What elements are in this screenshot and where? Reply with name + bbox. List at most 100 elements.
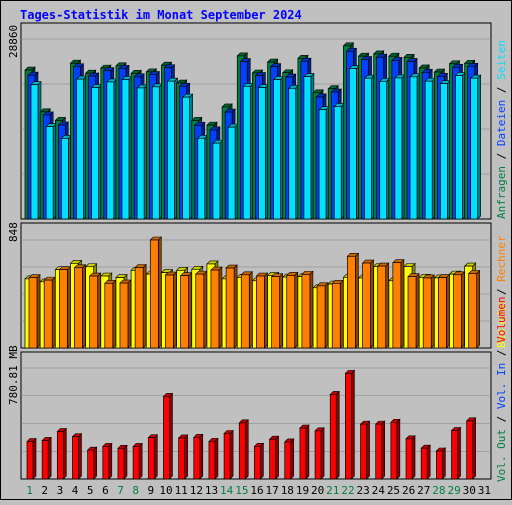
bar-visits-rechner-day-10 — [164, 271, 178, 349]
x-tick-label: 20 — [311, 484, 324, 497]
bar-requests-seiten-day-13-front — [212, 142, 221, 220]
bar-visits-rechner-day-23-side — [370, 259, 374, 349]
x-tick-label: 18 — [281, 484, 294, 497]
bar-visits-rechner-day-24-side — [385, 262, 390, 349]
bar-volume-volumen-day-5-front — [87, 449, 94, 480]
bar-volume-volumen-day-21 — [329, 390, 340, 480]
bar-visits-rechner-day-6-side — [112, 279, 117, 349]
bar-volume-volumen-day-26 — [405, 435, 416, 480]
bar-visits-rechner-day-22-front — [347, 255, 356, 349]
bar-requests-seiten-day-23-front — [364, 77, 372, 220]
bar-visits-rechner-day-5-front — [89, 275, 98, 349]
bar-volume-volumen-day-13-front — [208, 441, 216, 480]
y-axis-labels: 28860 848 780.81 MB — [7, 25, 20, 405]
bar-visits-rechner-day-1-front — [28, 277, 38, 349]
legend-entry: Vol. Out — [495, 429, 508, 482]
bar-requests-seiten-day-2-front — [45, 126, 54, 220]
bar-requests-seiten-day-6 — [106, 78, 118, 220]
bar-visits-rechner-day-8-side — [142, 263, 147, 349]
bar-requests-seiten-day-8-front — [136, 87, 145, 220]
bar-volume-volumen-day-24-side — [381, 420, 386, 480]
x-tick-label: 4 — [72, 484, 79, 497]
legend-entry: Vol. In — [495, 363, 508, 409]
bar-volume-volumen-day-11 — [177, 434, 189, 480]
bar-visits-rechner-day-26-front — [407, 276, 417, 349]
legend-entry: Volumen — [495, 297, 508, 343]
bar-volume-volumen-day-23 — [359, 420, 371, 480]
bar-volume-volumen-day-3-side — [63, 427, 67, 480]
bar-visits-rechner-day-8-front — [134, 267, 144, 349]
bar-visits-rechner-day-22 — [346, 252, 360, 349]
panel-volume — [20, 351, 492, 480]
bar-visits-rechner-day-17-side — [279, 272, 283, 349]
bar-requests-seiten-day-18-front — [288, 87, 297, 220]
bar-volume-volumen-day-19-side — [305, 424, 310, 480]
bar-volume-volumen-day-7 — [117, 444, 128, 480]
bar-requests-seiten-day-10-front — [167, 80, 175, 220]
bar-volume-volumen-day-21-front — [329, 394, 337, 480]
bar-visits-rechner-day-29-side — [461, 271, 465, 349]
bar-requests-seiten-day-16-front — [258, 87, 266, 220]
bar-volume-volumen-day-1-side — [32, 437, 37, 480]
bar-requests-seiten-day-6-front — [106, 81, 115, 220]
bar-visits-rechner-day-7 — [119, 279, 132, 349]
legend: Anfragen / Dateien / Seiten Besuche / Rec… — [495, 40, 508, 482]
x-tick-label: 6 — [102, 484, 109, 497]
bar-requests-seiten-day-3-front — [60, 138, 69, 220]
bar-visits-rechner-day-18-side — [294, 271, 299, 349]
bar-visits-rechner-day-7-side — [127, 279, 132, 349]
bar-visits-rechner-day-24-front — [377, 265, 387, 349]
bar-requests-seiten-day-3 — [60, 134, 73, 220]
bar-visits-rechner-day-3-front — [58, 269, 68, 349]
bar-volume-volumen-day-8 — [132, 442, 143, 480]
bar-requests-seiten-day-22-front — [349, 68, 357, 220]
bar-volume-volumen-day-28-front — [436, 450, 443, 480]
bar-visits-rechner-day-27-front — [422, 277, 432, 349]
bar-visits-rechner-day-13-front — [210, 269, 220, 349]
bar-visits-rechner-day-14-front — [225, 267, 235, 349]
bar-visits-rechner-day-16-front — [256, 275, 265, 349]
bar-visits-rechner-day-12-side — [203, 270, 208, 349]
bar-volume-volumen-day-18-front — [284, 441, 292, 480]
bar-volume-volumen-day-6-front — [102, 446, 110, 480]
bar-visits-rechner-day-15 — [240, 271, 253, 349]
legend-entry: Rechner — [495, 235, 508, 282]
bar-visits-rechner-day-15-front — [240, 274, 250, 349]
bar-volume-volumen-day-22-side — [351, 369, 355, 480]
bar-requests-seiten-day-29 — [454, 71, 467, 220]
bar-volume-volumen-day-9-front — [147, 437, 155, 480]
bar-requests-seiten-day-21 — [333, 102, 345, 220]
bar-visits-rechner-day-28 — [437, 273, 451, 349]
legend-separator: / — [495, 80, 508, 100]
bar-volume-volumen-day-12-side — [199, 433, 204, 480]
bar-visits-rechner-day-21 — [331, 279, 344, 349]
bar-visits-rechner-day-27-side — [430, 274, 435, 349]
bar-requests-seiten-day-28 — [439, 79, 452, 220]
bar-volume-volumen-day-21-side — [335, 390, 340, 480]
bar-visits-rechner-day-25-front — [392, 262, 402, 349]
bar-visits-rechner-day-26-side — [415, 272, 420, 349]
x-tick-label: 28 — [432, 484, 445, 497]
bar-volume-volumen-day-14-side — [229, 429, 234, 480]
x-tick-label: 29 — [447, 484, 460, 497]
x-tick-label: 22 — [341, 484, 354, 497]
legend-requests: Anfragen / Dateien / Seiten — [495, 40, 508, 219]
bar-visits-rechner-day-29-front — [453, 274, 462, 349]
bar-visits-rechner-day-5-side — [97, 272, 101, 349]
bar-volume-volumen-day-30 — [465, 417, 477, 480]
bar-volume-volumen-day-1 — [26, 437, 37, 480]
bar-visits-rechner-day-20-side — [324, 282, 329, 349]
bar-volume-volumen-day-28-side — [442, 447, 446, 480]
x-tick-label: 8 — [132, 484, 139, 497]
bar-visits-rechner-day-21-side — [339, 279, 344, 349]
bar-volume-volumen-day-12 — [193, 433, 204, 480]
bar-visits-rechner-day-11 — [179, 271, 193, 349]
bar-visits-rechner-day-23 — [361, 259, 375, 349]
bar-visits-rechner-day-6-front — [104, 282, 114, 349]
bar-volume-volumen-day-23-side — [366, 420, 370, 480]
legend-entry: Anfragen — [495, 166, 508, 219]
bar-visits-rechner-day-9 — [149, 236, 163, 349]
bar-volume-volumen-day-2-front — [41, 440, 49, 480]
bar-volume-volumen-day-10-side — [169, 392, 173, 480]
